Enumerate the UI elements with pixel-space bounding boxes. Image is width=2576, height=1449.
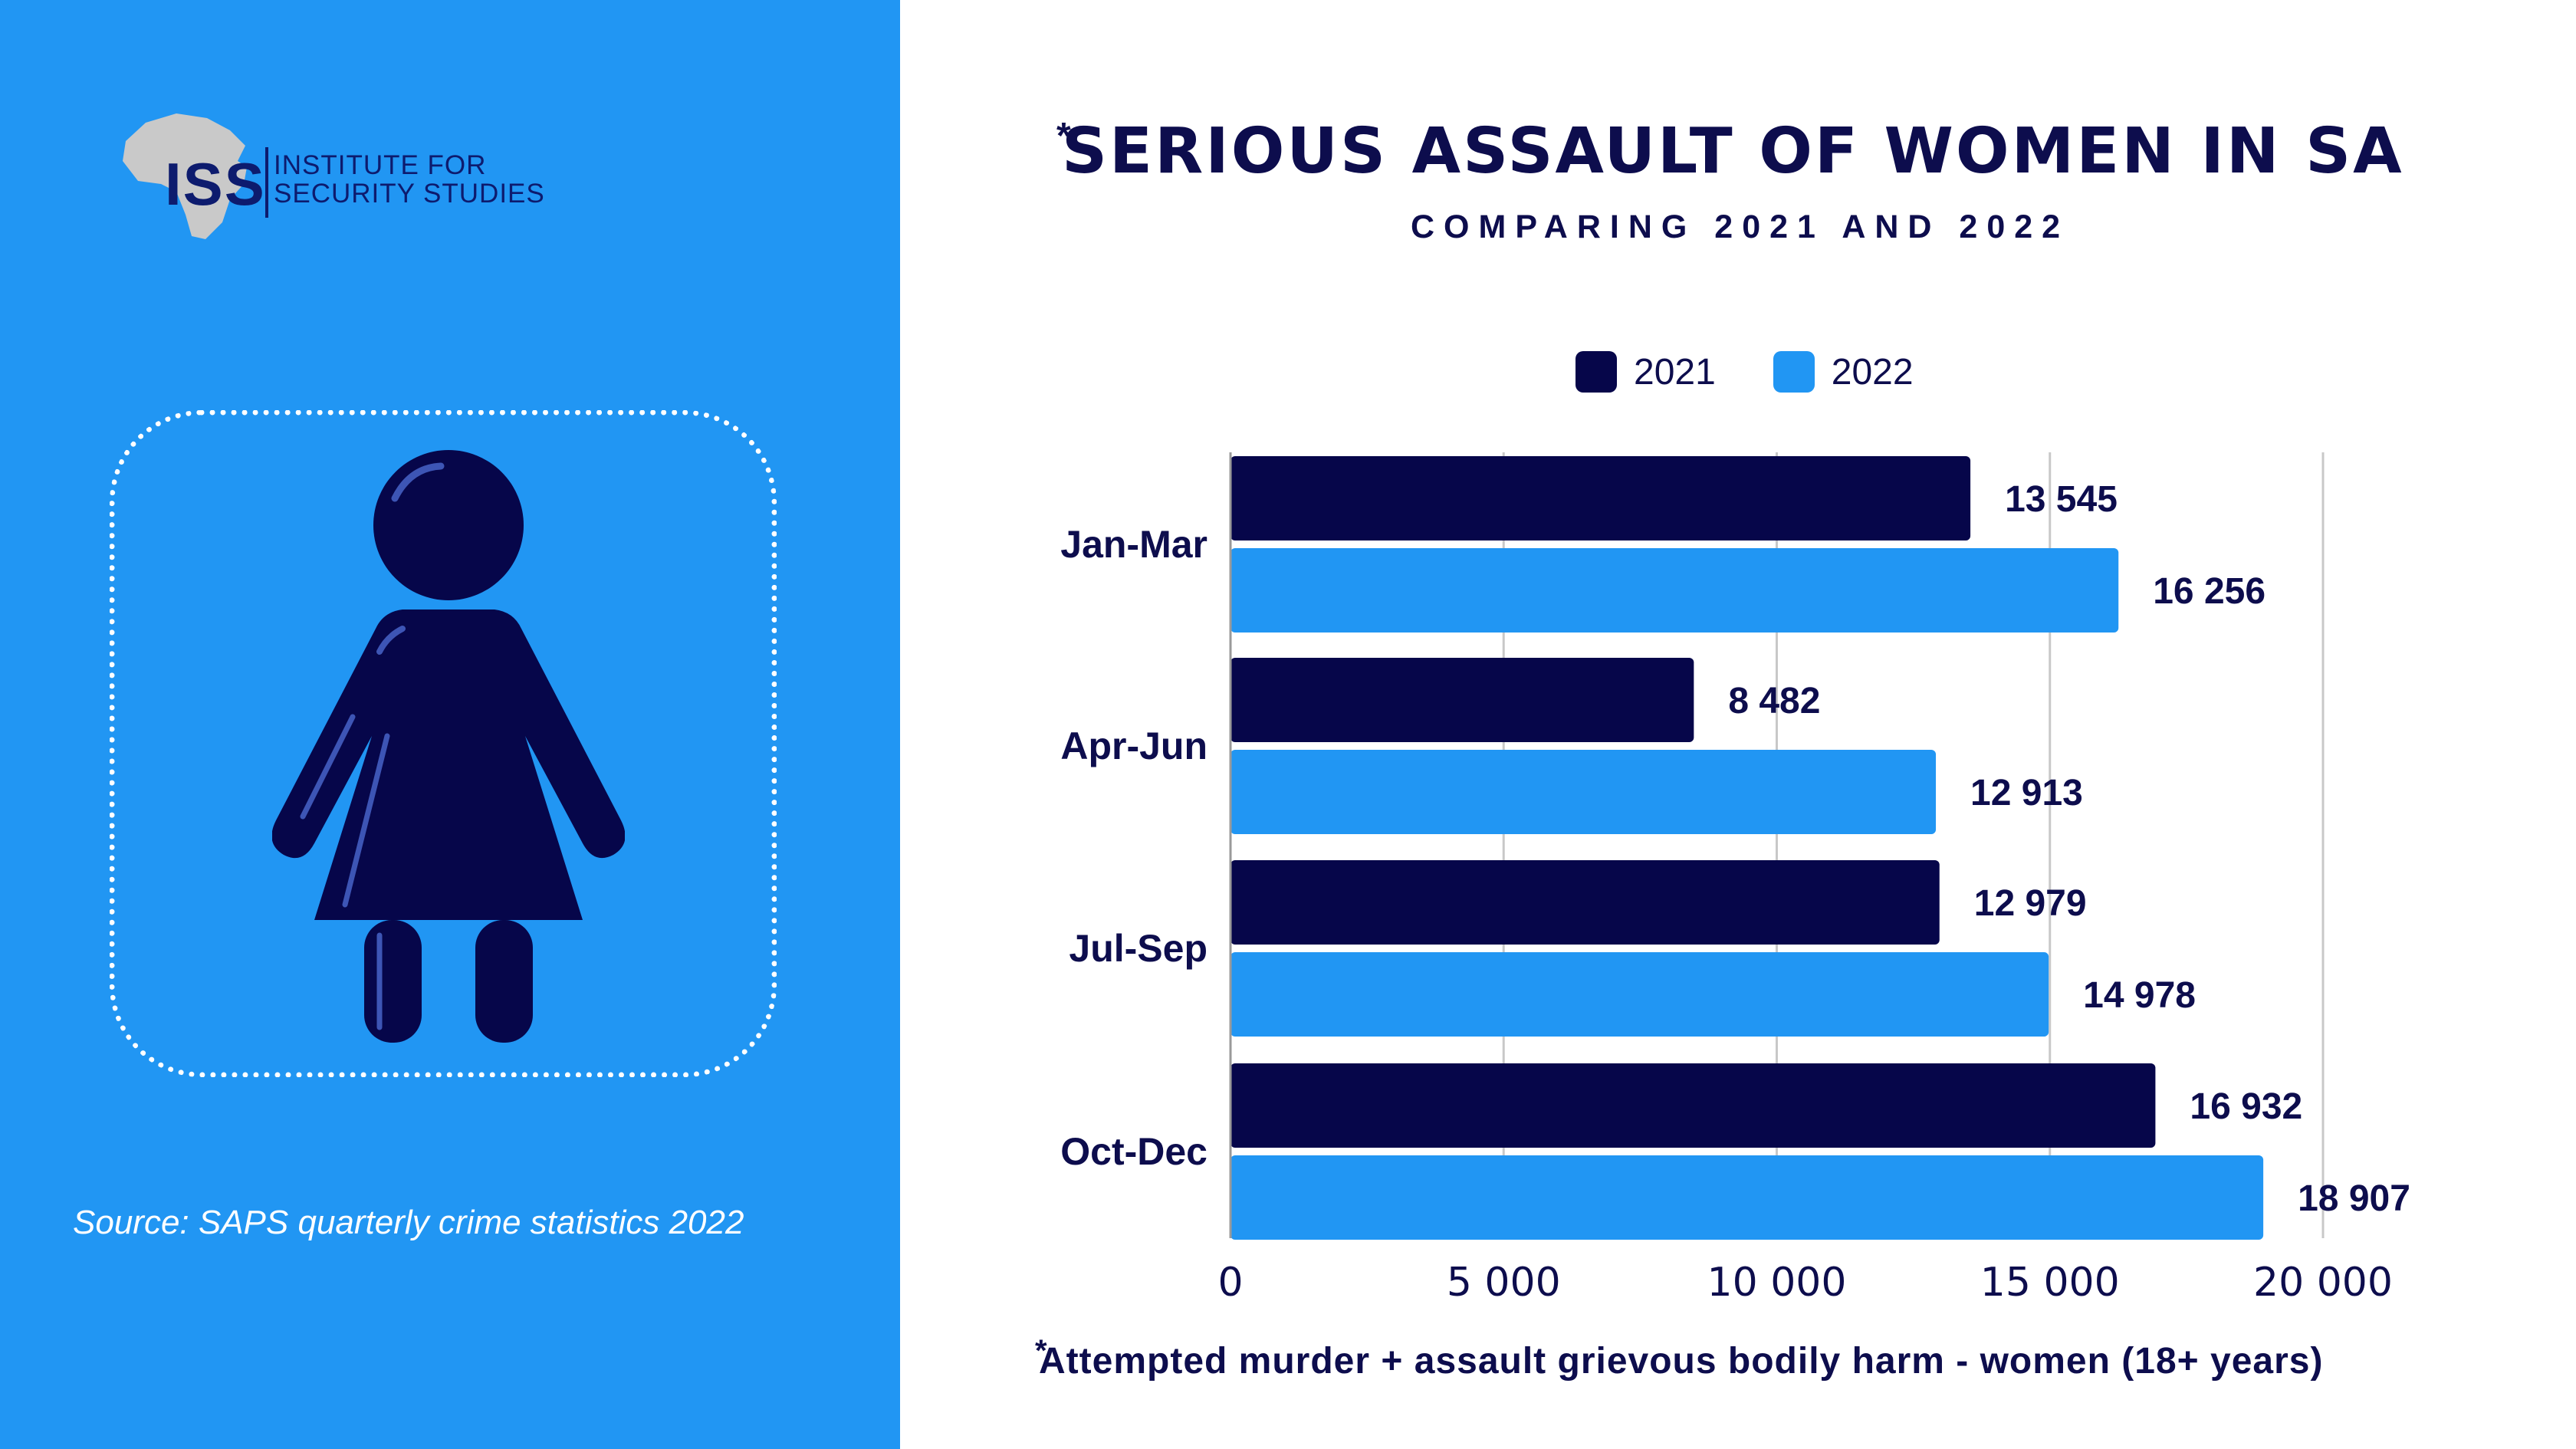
legend-label-2021: 2021 bbox=[1634, 351, 1716, 393]
bar-2022 bbox=[1230, 952, 2049, 1037]
category-label: Jul-Sep bbox=[1069, 927, 1208, 970]
source-note: Source: SAPS quarterly crime statistics … bbox=[73, 1204, 744, 1241]
logo-divider bbox=[265, 147, 268, 218]
data-label-2022: 12 913 bbox=[1970, 773, 2083, 813]
data-label-2021: 13 545 bbox=[2005, 479, 2118, 520]
footnote: Attempted murder + assault grievous bodi… bbox=[1039, 1341, 2324, 1382]
footnote-asterisk: * bbox=[1035, 1334, 1047, 1368]
data-label-2021: 8 482 bbox=[1728, 681, 1820, 721]
legend-item-2021: 2021 bbox=[1576, 351, 1716, 393]
africa-map-icon bbox=[123, 113, 247, 239]
data-label-2022: 16 256 bbox=[2153, 571, 2266, 612]
data-label-2021: 12 979 bbox=[1974, 883, 2087, 924]
category-label: Jan-Mar bbox=[1060, 523, 1208, 566]
left-panel: ISS INSTITUTE FOR SECURITY STUDIES Sourc… bbox=[0, 0, 900, 1449]
logo-abbreviation: ISS bbox=[165, 150, 266, 218]
data-label-2022: 14 978 bbox=[2083, 975, 2196, 1016]
bar-2021 bbox=[1230, 860, 1940, 945]
bar-2021 bbox=[1230, 1063, 2156, 1148]
chart-subtitle: COMPARING 2021 AND 2022 bbox=[1411, 209, 2070, 245]
logo-text: INSTITUTE FOR SECURITY STUDIES bbox=[274, 151, 545, 208]
iss-logo: ISS INSTITUTE FOR SECURITY STUDIES bbox=[115, 107, 544, 245]
x-tick-label: 10 000 bbox=[1707, 1260, 1847, 1306]
woman-icon bbox=[272, 450, 625, 1043]
category-label: Oct-Dec bbox=[1060, 1130, 1208, 1173]
logo-line-1: INSTITUTE FOR bbox=[274, 150, 487, 180]
data-label-2022: 18 907 bbox=[2298, 1178, 2410, 1219]
bar-2022 bbox=[1230, 750, 1937, 834]
bar-2022 bbox=[1230, 548, 2119, 632]
title-asterisk: * bbox=[1056, 116, 1071, 156]
legend-label-2022: 2022 bbox=[1831, 351, 1914, 393]
logo-line-2: SECURITY STUDIES bbox=[274, 179, 545, 209]
x-tick-label: 15 000 bbox=[1980, 1260, 2120, 1306]
bar-2021 bbox=[1230, 658, 1694, 742]
chart-legend: 2021 2022 bbox=[1576, 349, 1971, 395]
bar-2022 bbox=[1230, 1155, 2264, 1240]
data-label-2021: 16 932 bbox=[2190, 1086, 2302, 1127]
x-tick-label: 5 000 bbox=[1447, 1260, 1561, 1306]
chart-title: SERIOUS ASSAULT OF WOMEN IN SA bbox=[1062, 115, 2404, 188]
category-label: Apr-Jun bbox=[1060, 724, 1208, 767]
x-tick-label: 20 000 bbox=[2253, 1260, 2393, 1306]
icon-frame bbox=[110, 410, 777, 1077]
legend-swatch-2022 bbox=[1773, 351, 1815, 393]
legend-swatch-2021 bbox=[1576, 351, 1617, 393]
bar-2021 bbox=[1230, 456, 1971, 540]
x-tick-label: 0 bbox=[1217, 1260, 1243, 1306]
legend-item-2022: 2022 bbox=[1773, 351, 1914, 393]
